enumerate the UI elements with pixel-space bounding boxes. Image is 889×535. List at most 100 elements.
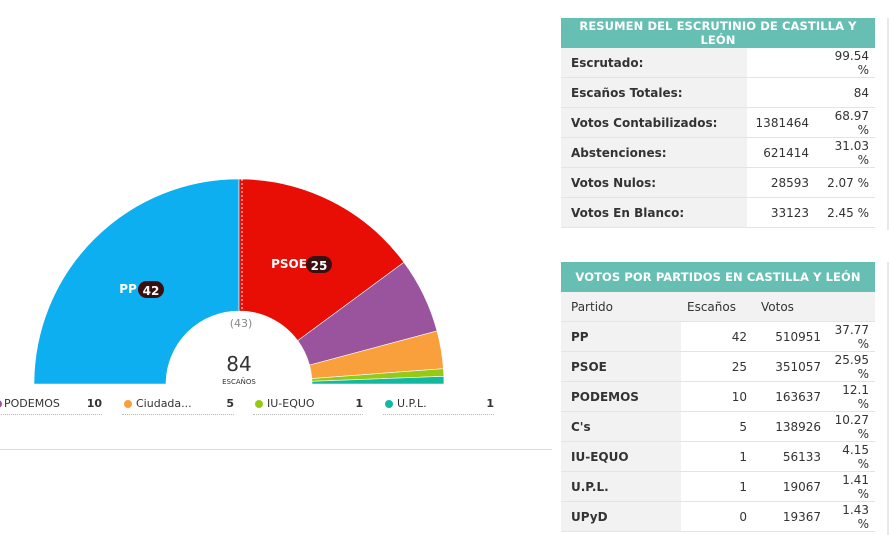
table-row: Votos Contabilizados: 1381464 68.97 % [561, 107, 875, 138]
party-votes: 19067 [753, 471, 827, 502]
party-votes: 19367 [753, 501, 827, 532]
party-votes: 56133 [753, 441, 827, 472]
party-seats: 1 [681, 471, 753, 502]
party-votes: 163637 [753, 381, 827, 412]
party-seats: 10 [681, 381, 753, 412]
table-row: Escaños Totales: 84 [561, 77, 875, 108]
row-pct: 31.03 % [815, 137, 875, 168]
row-pct: 84 [815, 77, 875, 108]
row-value: 33123 [747, 197, 815, 228]
segment-badge-pp: 42 [138, 281, 164, 298]
party-name: C's [561, 411, 681, 442]
legend-dot [385, 400, 393, 408]
party-name: UPyD [561, 501, 681, 532]
table-row: PP 42 510951 37.77 % [561, 321, 875, 352]
row-value: 621414 [747, 137, 815, 168]
row-value: 1381464 [747, 107, 815, 138]
table-row: UPyD 0 19367 1.43 % [561, 501, 875, 532]
divider [0, 449, 552, 450]
row-label: Votos Contabilizados: [561, 107, 747, 138]
table-row: PSOE 25 351057 25.95 % [561, 351, 875, 382]
total-seats-label: ESCAÑOS [222, 377, 256, 386]
party-name: PODEMOS [561, 381, 681, 412]
hemicycle-segment-pp[interactable] [33, 178, 240, 385]
total-seats: 84 [226, 352, 251, 376]
legend-seats: 1 [355, 397, 363, 410]
summary-title: RESUMEN DEL ESCRUTINIO DE CASTILLA Y LEÓ… [561, 18, 875, 48]
row-label: Escrutado: [561, 48, 747, 78]
col-header-seats: Escaños [681, 292, 753, 322]
party-pct: 10.27 % [827, 411, 875, 442]
scroll-edge [887, 262, 889, 535]
table-row: Votos Nulos: 28593 2.07 % [561, 167, 875, 198]
col-header-party: Partido [561, 292, 681, 322]
col-header-votes: Votos [753, 292, 827, 322]
party-votes-table: VOTOS POR PARTIDOS EN CASTILLA Y LEÓN Pa… [561, 262, 875, 532]
legend-label: U.P.L. [397, 397, 427, 410]
row-value [747, 77, 815, 108]
row-label: Votos En Blanco: [561, 197, 747, 228]
party-pct: 25.95 % [827, 351, 875, 382]
table-row: U.P.L. 1 19067 1.41 % [561, 471, 875, 502]
col-header-pct [827, 292, 875, 322]
party-seats: 0 [681, 501, 753, 532]
party-name: U.P.L. [561, 471, 681, 502]
segment-badge-psoe: 25 [306, 256, 332, 273]
legend-dot [255, 400, 263, 408]
party-votes: 138926 [753, 411, 827, 442]
table-row: C's 5 138926 10.27 % [561, 411, 875, 442]
table-row: Votos En Blanco: 33123 2.45 % [561, 197, 875, 228]
party-name: PP [561, 321, 681, 352]
row-pct: 2.45 % [815, 197, 875, 228]
hemicycle-segment-u-p-l-[interactable] [311, 376, 445, 385]
party-seats: 25 [681, 351, 753, 382]
legend-seats: 1 [486, 397, 494, 410]
legend-dot [0, 400, 2, 408]
scroll-edge [887, 18, 889, 230]
table-header-row: Partido Escaños Votos [561, 292, 875, 322]
party-seats: 1 [681, 441, 753, 472]
row-label: Abstenciones: [561, 137, 747, 168]
party-name: IU-EQUO [561, 441, 681, 472]
party-table-title: VOTOS POR PARTIDOS EN CASTILLA Y LEÓN [561, 262, 875, 292]
legend: PODEMOS 10 Ciudada... 5 IU-EQUO 1 U.P.L.… [0, 396, 552, 416]
row-value: 28593 [747, 167, 815, 198]
legend-item-upl[interactable]: U.P.L. 1 [383, 396, 494, 415]
party-votes: 351057 [753, 351, 827, 382]
legend-item-ciudadanos[interactable]: Ciudada... 5 [122, 396, 234, 415]
party-pct: 1.43 % [827, 501, 875, 532]
row-label: Escaños Totales: [561, 77, 747, 108]
party-pct: 4.15 % [827, 441, 875, 472]
hemicycle-chart-panel: PP 42 PSOE 25 (43) 84 ESCAÑOS PODEMOS 10 Ciuda… [0, 178, 552, 450]
party-votes: 510951 [753, 321, 827, 352]
row-value [747, 48, 815, 78]
legend-label: PODEMOS [4, 397, 60, 410]
legend-seats: 5 [226, 397, 234, 410]
legend-seats: 10 [86, 397, 102, 410]
segment-label-pp: PP [119, 282, 137, 296]
legend-label: Ciudada... [136, 397, 192, 410]
row-pct: 99.54 % [815, 48, 875, 78]
party-seats: 42 [681, 321, 753, 352]
party-seats: 5 [681, 411, 753, 442]
party-pct: 1.41 % [827, 471, 875, 502]
legend-dot [124, 400, 132, 408]
majority-label: (43) [230, 317, 253, 330]
segment-label-psoe: PSOE [271, 257, 307, 271]
summary-table: RESUMEN DEL ESCRUTINIO DE CASTILLA Y LEÓ… [561, 18, 875, 228]
row-pct: 2.07 % [815, 167, 875, 198]
party-pct: 37.77 % [827, 321, 875, 352]
row-label: Votos Nulos: [561, 167, 747, 198]
table-row: Escrutado: 99.54 % [561, 48, 875, 78]
legend-item-podemos[interactable]: PODEMOS 10 [0, 396, 102, 415]
svg-text:42: 42 [143, 284, 160, 298]
table-row: Abstenciones: 621414 31.03 % [561, 137, 875, 168]
legend-label: IU-EQUO [267, 397, 315, 410]
table-row: PODEMOS 10 163637 12.1 % [561, 381, 875, 412]
legend-item-iu-equo[interactable]: IU-EQUO 1 [253, 396, 363, 415]
party-name: PSOE [561, 351, 681, 382]
table-row: IU-EQUO 1 56133 4.15 % [561, 441, 875, 472]
row-pct: 68.97 % [815, 107, 875, 138]
svg-text:25: 25 [311, 259, 328, 273]
